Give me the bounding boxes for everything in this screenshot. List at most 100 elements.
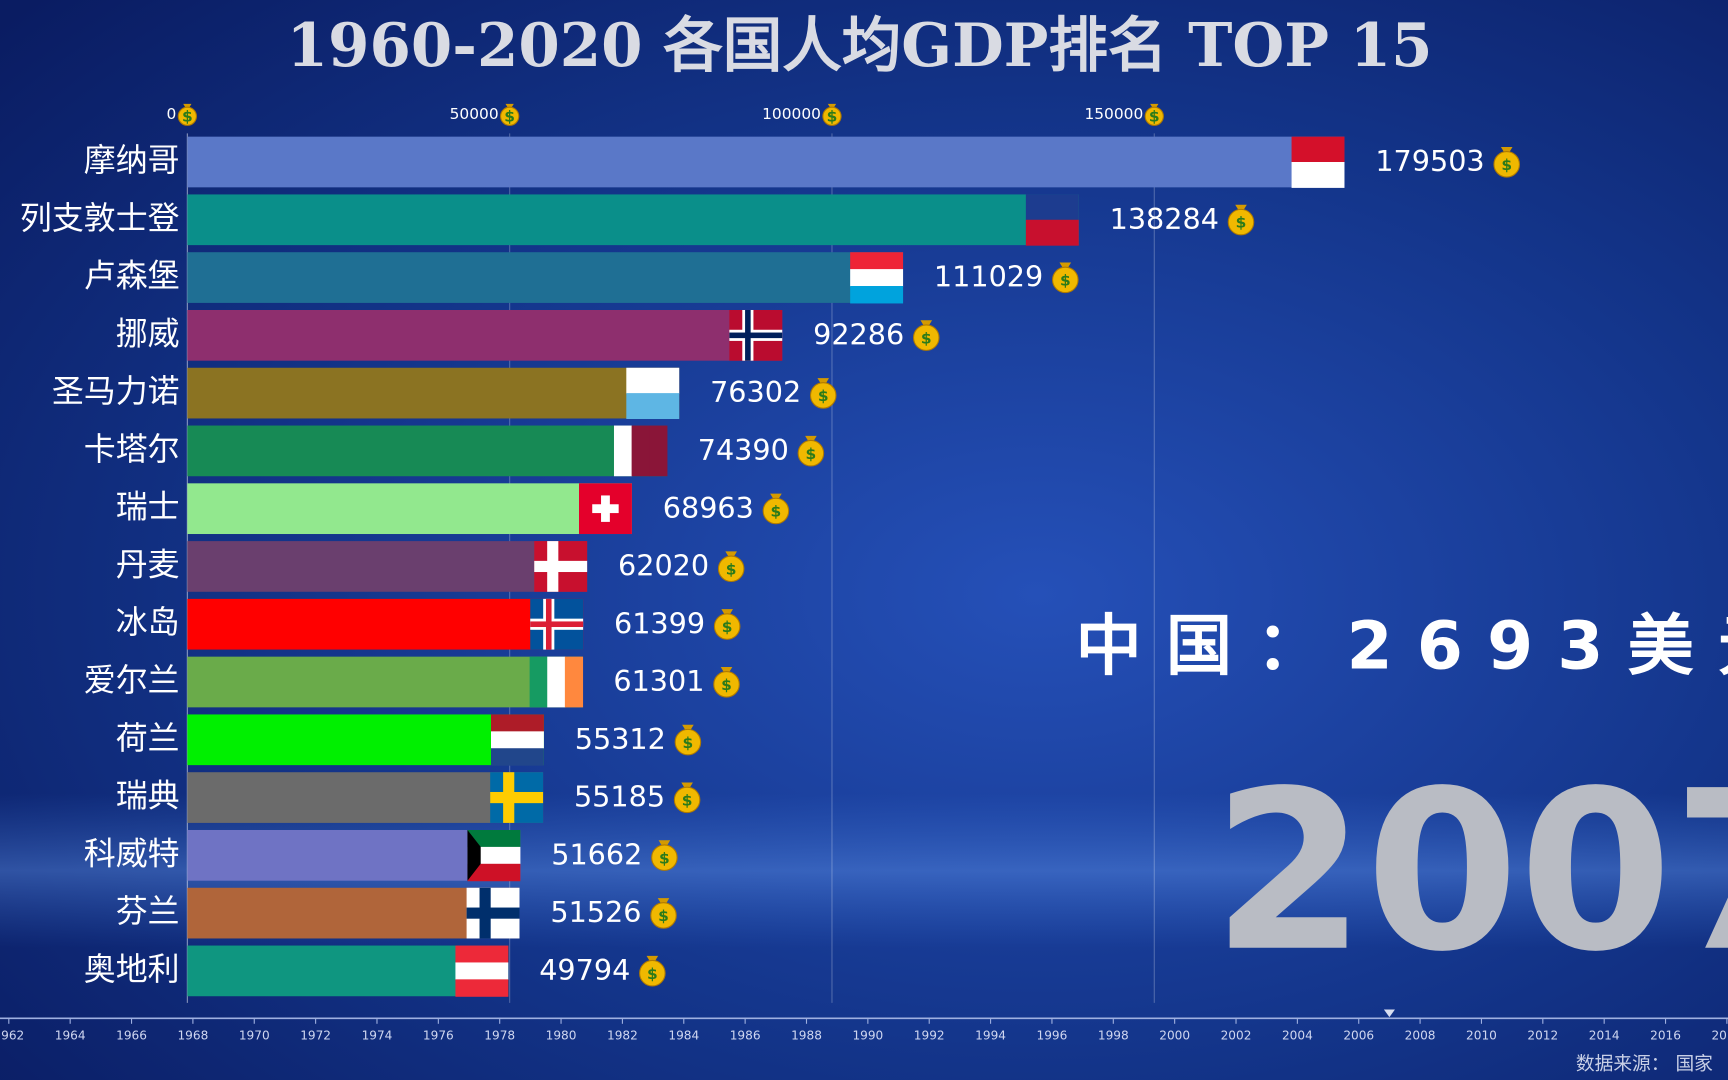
y-tick-label: 科威特 <box>84 834 180 872</box>
flag-stripe <box>1025 219 1079 246</box>
flag-stripe <box>1291 162 1345 188</box>
value-label: 111029 <box>934 260 1043 294</box>
timeline-tick-label: 2014 <box>1589 1028 1620 1042</box>
money-bag-icon: $ <box>177 103 197 126</box>
timeline-tick-label: 1978 <box>484 1028 515 1042</box>
flag-icon <box>534 541 588 592</box>
flag-icon <box>729 309 783 361</box>
flag-stripe <box>491 714 544 732</box>
value-label: 55312 <box>575 722 666 756</box>
value-label: 62020 <box>618 549 709 583</box>
value-label: 61301 <box>613 664 704 698</box>
money-bag-icon: $ <box>1227 204 1255 236</box>
x-tick-label: 0 <box>167 105 177 123</box>
money-bag-icon: $ <box>762 493 790 525</box>
bar <box>187 425 667 477</box>
bar <box>187 252 904 303</box>
flag-trapezoid <box>467 829 481 881</box>
money-bag-body <box>1493 151 1520 178</box>
money-bag-symbol: $ <box>1149 108 1160 126</box>
money-bag-symbol: $ <box>182 108 193 126</box>
flag-stripe <box>564 656 584 708</box>
flag-stripe <box>850 286 904 304</box>
flag-cross <box>534 560 588 573</box>
money-bag-body <box>822 106 842 126</box>
flag-cross <box>547 541 559 592</box>
timeline-tick-label: 1966 <box>116 1028 147 1042</box>
money-bag-icon: $ <box>500 103 520 126</box>
plot-area: 0 $50000 $100000 $150000 $摩纳哥 179503 $列支敦士登 138… <box>0 103 1728 1042</box>
y-tick-label: 摩纳哥 <box>84 141 180 179</box>
money-bag-knot <box>817 378 830 384</box>
y-tick-label: 芬兰 <box>116 892 180 930</box>
money-bag-knot <box>646 955 659 962</box>
flag-stripe <box>1291 136 1345 163</box>
flag-stripe <box>467 863 521 882</box>
money-bag-icon: $ <box>822 103 842 126</box>
money-bag-knot <box>721 609 733 615</box>
money-bag-body <box>797 439 825 467</box>
money-bag-icon: $ <box>717 551 745 583</box>
money-bag-knot <box>920 320 933 327</box>
value-label: 51526 <box>550 895 641 929</box>
timeline-tick-label: 2008 <box>1405 1028 1436 1042</box>
y-tick-label: 冰岛 <box>116 603 180 641</box>
x-tick-label: 100000 <box>762 105 821 123</box>
bar <box>187 714 544 766</box>
flag-stripe <box>467 829 521 848</box>
money-bag-knot <box>1059 262 1072 269</box>
flag-icon <box>1291 136 1345 188</box>
money-bag-symbol: $ <box>721 676 732 694</box>
money-bag-symbol: $ <box>818 387 829 405</box>
source-note: 数据来源： 国家 <box>1576 1054 1713 1075</box>
money-bag-knot <box>1500 146 1513 153</box>
timeline-tick-label: 1982 <box>607 1028 638 1042</box>
timeline-tick-label: 2000 <box>1159 1028 1190 1042</box>
flag-stripe <box>455 962 509 980</box>
money-bag-symbol: $ <box>1236 214 1247 232</box>
money-bag-body <box>650 902 677 929</box>
flag-icon <box>613 425 668 477</box>
money-bag-icon: $ <box>713 666 740 698</box>
flag-icon <box>455 945 509 997</box>
money-bag-knot <box>682 724 694 731</box>
money-bag-icon: $ <box>912 320 940 351</box>
value-label: 68963 <box>663 491 754 525</box>
flag-stripe <box>850 252 904 270</box>
money-bag-body <box>717 555 745 583</box>
timeline-tick-label: 1984 <box>668 1028 699 1042</box>
money-bag-icon: $ <box>651 840 678 871</box>
money-bag-body <box>673 786 701 814</box>
bar <box>187 483 632 535</box>
y-tick-label: 挪威 <box>116 314 180 352</box>
annotation: 中国：2693美元 <box>1076 607 1728 684</box>
flag-icon <box>530 598 584 650</box>
flag-stripe <box>631 425 650 477</box>
timeline-tick-label: 1970 <box>239 1028 270 1042</box>
timeline-tick-label: 2010 <box>1466 1028 1497 1042</box>
flag-stripe <box>850 269 904 287</box>
money-bag-body <box>1144 106 1164 126</box>
flag-icon <box>491 714 544 766</box>
money-bag-symbol: $ <box>1060 272 1071 290</box>
money-bag-body <box>639 959 666 987</box>
timeline-tick-label: 2016 <box>1650 1028 1681 1042</box>
money-bag-icon: $ <box>797 435 825 467</box>
money-bag-knot <box>725 551 737 558</box>
money-bag-symbol: $ <box>921 329 932 347</box>
flag-cross <box>530 621 584 628</box>
flag-cross <box>601 495 610 522</box>
flag-stripe <box>626 367 680 394</box>
flag-stripe <box>529 656 548 708</box>
money-bag-symbol: $ <box>504 108 515 126</box>
flag-cross <box>490 791 544 804</box>
value-label: 49794 <box>539 953 630 987</box>
timeline-tick-label: 1980 <box>546 1028 577 1042</box>
y-tick-label: 奥地利 <box>84 950 180 988</box>
timeline-tick-label: 1968 <box>177 1028 208 1042</box>
money-bag-knot <box>658 840 671 847</box>
money-bag-body <box>177 106 197 126</box>
flag-stripe <box>649 425 668 477</box>
money-bag-icon: $ <box>650 898 677 929</box>
